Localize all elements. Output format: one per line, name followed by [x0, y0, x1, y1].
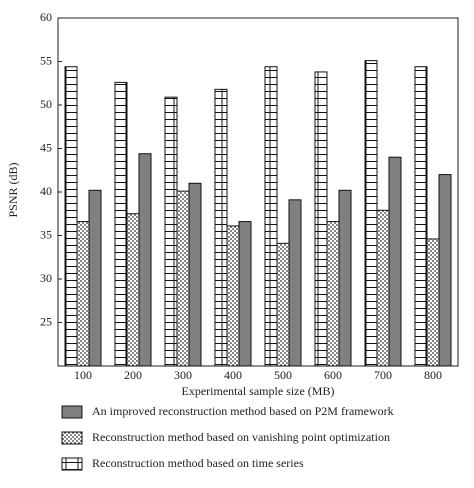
x-tick-label: 100 — [74, 368, 92, 382]
x-tick-label: 300 — [174, 368, 192, 382]
y-tick-label: 55 — [40, 53, 52, 67]
bar — [88, 189, 102, 367]
bar — [438, 174, 452, 367]
bar — [376, 209, 390, 367]
bar — [214, 88, 228, 367]
y-axis-label: PSNR (dB) — [6, 162, 20, 217]
x-tick-label: 500 — [274, 368, 292, 382]
y-tick-label: 50 — [40, 97, 52, 111]
x-tick-label: 400 — [224, 368, 242, 382]
y-tick-label: 30 — [40, 271, 52, 285]
legend-label: An improved reconstruction method based … — [92, 404, 394, 418]
bar — [176, 190, 190, 367]
legend-swatch — [61, 431, 83, 445]
y-tick-label: 40 — [40, 184, 52, 198]
y-tick-label: 60 — [40, 10, 52, 24]
bar — [264, 66, 278, 367]
bar — [276, 242, 290, 367]
y-tick-label: 25 — [40, 314, 52, 328]
legend-swatch — [61, 405, 83, 419]
x-tick-label: 600 — [324, 368, 342, 382]
legend-label: Reconstruction method based on time seri… — [92, 456, 304, 470]
legend-swatch — [61, 457, 83, 471]
bar — [338, 189, 352, 367]
bar — [138, 153, 152, 367]
bar — [114, 81, 128, 367]
legend-label: Reconstruction method based on vanishing… — [92, 430, 390, 444]
bar — [238, 221, 252, 367]
y-tick-label: 45 — [40, 140, 52, 154]
x-tick-label: 200 — [124, 368, 142, 382]
y-tick-label: 35 — [40, 227, 52, 241]
bar — [426, 238, 440, 367]
x-tick-label: 700 — [374, 368, 392, 382]
bar — [414, 66, 428, 367]
x-axis-label: Experimental sample size (MB) — [182, 384, 335, 398]
bar — [288, 199, 302, 367]
bar — [126, 213, 140, 367]
bar — [326, 221, 340, 367]
bar — [388, 156, 402, 367]
bar — [164, 96, 178, 367]
bar — [76, 221, 90, 367]
bar — [64, 66, 78, 367]
bar — [364, 60, 378, 367]
bar — [314, 71, 328, 367]
bar — [188, 182, 202, 367]
bar — [226, 225, 240, 367]
x-tick-label: 800 — [424, 368, 442, 382]
